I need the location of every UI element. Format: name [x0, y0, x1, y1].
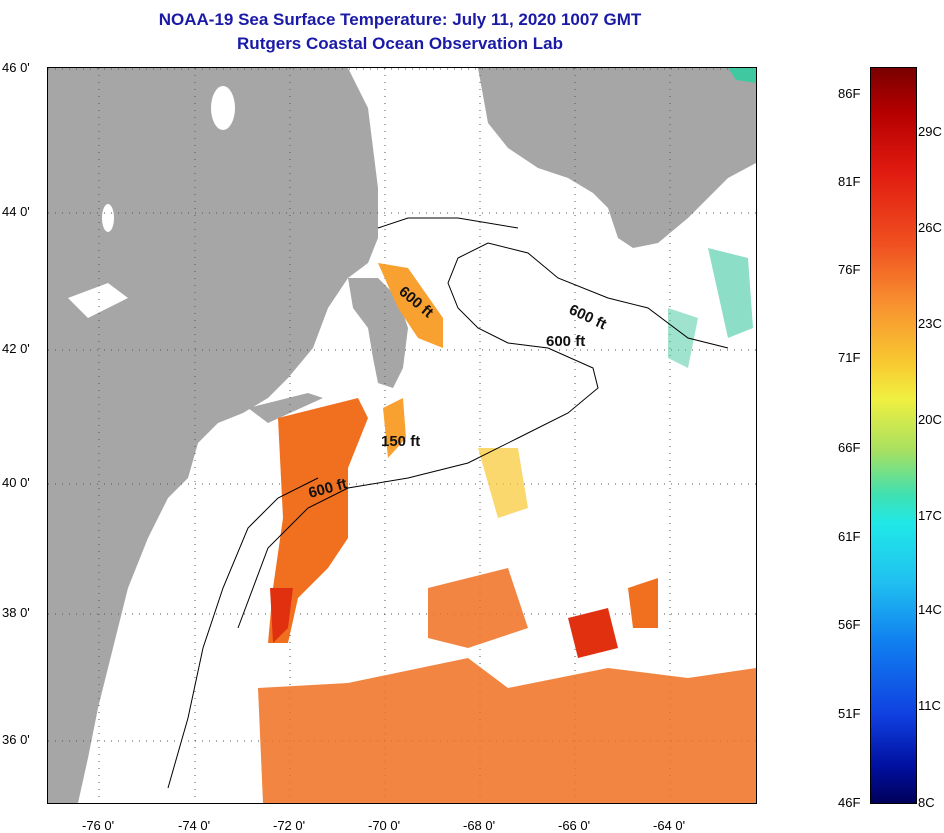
map-subtitle: Rutgers Coastal Ocean Observation Lab	[237, 34, 563, 53]
colorbar-c-label: 8C	[918, 795, 935, 810]
colorbar-c-label: 14C	[918, 602, 942, 617]
land-nova-scotia	[478, 68, 756, 248]
map-title: NOAA-19 Sea Surface Temperature: July 11…	[158, 10, 642, 29]
lat-label: 40 0'	[2, 475, 30, 490]
lon-label: -72 0'	[273, 818, 306, 833]
colorbar-f-label: 86F	[838, 86, 861, 101]
sst-patches	[258, 68, 756, 803]
lat-label: 46 0'	[2, 60, 30, 75]
colorbar-f-label: 81F	[838, 174, 861, 189]
colorbar-f-label: 66F	[838, 440, 861, 455]
colorbar-f-label: 61F	[838, 529, 861, 544]
lon-label: -66 0'	[558, 818, 591, 833]
land-us-coast	[48, 68, 378, 803]
contour-label: 600 ft	[566, 301, 609, 333]
lat-label: 36 0'	[2, 732, 30, 747]
lon-label: -64 0'	[653, 818, 686, 833]
colorbar-c-label: 20C	[918, 412, 942, 427]
colorbar-c-label: 23C	[918, 316, 942, 331]
colorbar-c-label: 11C	[918, 698, 941, 713]
colorbar-c-label: 17C	[918, 508, 942, 523]
contour-label: 600 ft	[546, 333, 585, 350]
colorbar-c-label: 29C	[918, 124, 942, 139]
sst-map-canvas: 600 ft 600 ft 600 ft 150 ft 600 ft	[48, 68, 756, 803]
lon-label: -70 0'	[368, 818, 401, 833]
colorbar-f-label: 56F	[838, 617, 861, 632]
colorbar-f-label: 51F	[838, 706, 861, 721]
temperature-colorbar	[870, 67, 917, 804]
contour-labels: 600 ft 600 ft 600 ft 150 ft 600 ft	[307, 283, 609, 502]
lat-label: 42 0'	[2, 341, 30, 356]
colorbar-c-label: 26C	[918, 220, 942, 235]
land-long-island	[248, 393, 323, 423]
land-cape-cod	[348, 278, 408, 388]
bathymetry-contours	[167, 217, 729, 789]
sst-map: 600 ft 600 ft 600 ft 150 ft 600 ft	[47, 67, 757, 804]
contour-label: 150 ft	[381, 433, 420, 450]
lon-label: -74 0'	[178, 818, 211, 833]
colorbar-f-label: 46F	[838, 795, 861, 810]
colorbar-f-label: 76F	[838, 262, 861, 277]
lon-label: -68 0'	[463, 818, 496, 833]
lat-label: 38 0'	[2, 605, 30, 620]
lon-label: -76 0'	[82, 818, 115, 833]
colorbar-f-label: 71F	[838, 350, 861, 365]
lat-label: 44 0'	[2, 204, 30, 219]
